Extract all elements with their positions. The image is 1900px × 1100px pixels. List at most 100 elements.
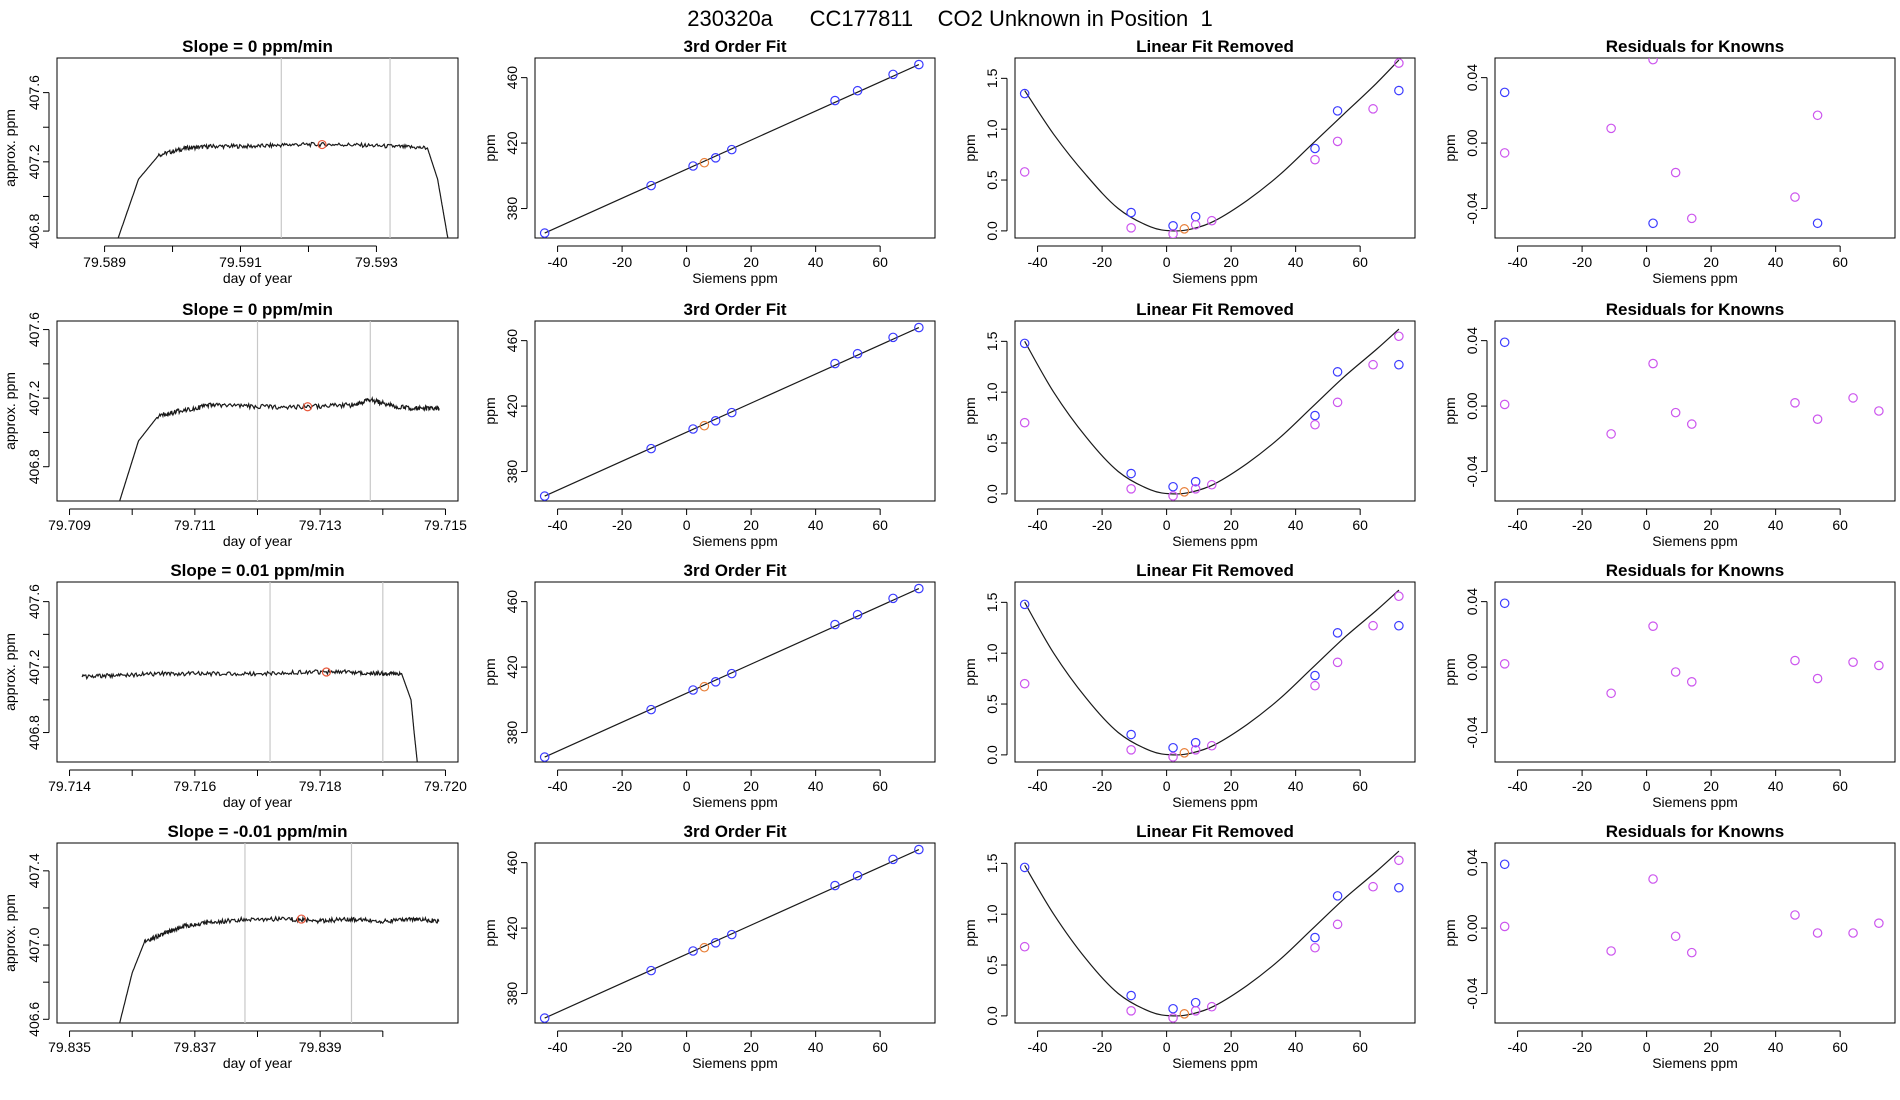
mean-marker	[317, 139, 327, 150]
x-tick-label: 0	[1643, 254, 1651, 270]
panel-title: Linear Fit Removed	[1136, 37, 1294, 56]
x-tick-label: 0	[1163, 1039, 1171, 1055]
y-tick-label: 0.5	[984, 433, 1000, 453]
known-primary-point	[539, 752, 550, 762]
known-primary-point	[1190, 737, 1201, 748]
known-secondary-point	[1394, 331, 1404, 342]
known-secondary-point	[1874, 918, 1884, 928]
known-secondary-point	[1670, 931, 1681, 942]
unknown-fit-point	[1179, 487, 1190, 497]
x-tick-label: -20	[1572, 1039, 1592, 1055]
x-tick-label: -20	[1092, 1039, 1112, 1055]
known-secondary-point	[1190, 219, 1201, 230]
concentration-trace	[119, 915, 440, 1023]
x-tick-label: 20	[743, 1039, 759, 1055]
x-tick-label: 0	[683, 778, 691, 794]
known-primary-point	[1190, 476, 1201, 487]
x-tick-label: -20	[1572, 254, 1592, 270]
known-primary-point	[688, 161, 698, 171]
known-secondary-point	[1670, 167, 1681, 178]
known-secondary-point	[1790, 910, 1800, 920]
known-primary-point	[1394, 359, 1404, 370]
fit-line	[544, 587, 920, 758]
known-primary-point	[1812, 218, 1823, 229]
plot-frame	[56, 57, 459, 239]
panel-title: Slope = 0.01 ppm/min	[170, 561, 344, 580]
x-tick-label: 79.718	[299, 778, 342, 794]
known-primary-point	[830, 619, 840, 630]
y-tick-label: 460	[504, 66, 520, 90]
known-primary-point	[852, 870, 863, 881]
panel-fit-row-4: 3rd Order Fit -40 -20 0 20 40 60 Siemens ppm 380…	[482, 822, 936, 1071]
plot-area	[1499, 598, 1884, 699]
x-tick-label: 60	[1832, 778, 1848, 794]
panel-title: Residuals for Knowns	[1606, 822, 1785, 841]
concentration-trace	[119, 395, 440, 501]
x-tick-label: 0	[1163, 778, 1171, 794]
x-axis-label: Siemens ppm	[1652, 533, 1738, 549]
y-tick-label: 0.0	[984, 1006, 1000, 1026]
known-secondary-point	[1126, 223, 1136, 233]
known-primary-point	[1310, 143, 1320, 154]
y-tick-label: 460	[504, 590, 520, 614]
known-primary-point	[688, 685, 698, 695]
panel-title: Slope = -0.01 ppm/min	[168, 822, 348, 841]
known-primary-point	[1190, 211, 1201, 222]
fit-line	[544, 848, 920, 1019]
known-primary-point	[852, 85, 863, 96]
known-secondary-point	[1394, 591, 1404, 602]
known-secondary-point	[1332, 136, 1343, 147]
known-primary-point	[1332, 367, 1343, 377]
plot-frame	[1494, 57, 1896, 239]
x-tick-label: 60	[1832, 517, 1848, 533]
y-tick-label: 0.04	[1464, 327, 1480, 354]
x-tick-label: 0	[1163, 517, 1171, 533]
x-tick-label: -40	[1027, 778, 1047, 794]
x-tick-label: 60	[1352, 778, 1368, 794]
y-tick-label: 407.6	[26, 584, 42, 619]
x-tick-label: -40	[547, 254, 567, 270]
known-secondary-point	[1168, 752, 1178, 762]
x-tick-label: -20	[1092, 778, 1112, 794]
y-tick-label: -0.04	[1464, 716, 1480, 748]
unknown-fit-point	[1179, 748, 1190, 758]
known-primary-point	[888, 854, 898, 865]
plot-frame	[534, 581, 936, 763]
known-primary-point	[726, 929, 737, 940]
y-tick-label: 380	[504, 721, 520, 745]
plot-area	[1019, 328, 1404, 501]
panel-linear-removed-row-2: Linear Fit Removed -40 -20 0 20 40 60 Siemens p…	[962, 300, 1416, 549]
known-secondary-point	[1368, 359, 1378, 370]
plot-area	[539, 59, 924, 238]
x-axis-label: Siemens ppm	[692, 533, 778, 549]
panel-title: Linear Fit Removed	[1136, 561, 1294, 580]
known-primary-point	[1310, 410, 1320, 421]
y-tick-label: 380	[504, 197, 520, 221]
x-tick-label: -20	[1092, 254, 1112, 270]
y-axis-label: ppm	[482, 134, 498, 161]
known-primary-point	[830, 95, 840, 106]
known-primary-point	[646, 965, 656, 976]
x-axis-label: Siemens ppm	[692, 270, 778, 286]
y-tick-label: 0.5	[984, 170, 1000, 190]
y-tick-label: 420	[504, 916, 520, 940]
y-axis-label: ppm	[1442, 134, 1458, 161]
x-tick-label: 60	[1832, 254, 1848, 270]
known-secondary-point	[1648, 58, 1658, 65]
known-secondary-point	[1848, 393, 1858, 403]
panel-title: Residuals for Knowns	[1606, 300, 1785, 319]
x-tick-label: 0	[683, 254, 691, 270]
known-primary-point	[888, 69, 898, 80]
x-tick-label: 20	[1703, 1039, 1719, 1055]
known-secondary-point	[1310, 154, 1320, 165]
curvature-curve	[1024, 589, 1400, 756]
x-tick-label: 20	[1703, 254, 1719, 270]
y-tick-label: 420	[504, 394, 520, 418]
curvature-curve	[1024, 328, 1400, 495]
x-tick-label: 40	[1768, 778, 1784, 794]
known-primary-point	[1168, 742, 1178, 753]
plot-frame	[534, 57, 936, 239]
known-primary-point	[914, 59, 924, 70]
y-tick-label: 380	[504, 460, 520, 484]
known-primary-point	[888, 593, 898, 604]
